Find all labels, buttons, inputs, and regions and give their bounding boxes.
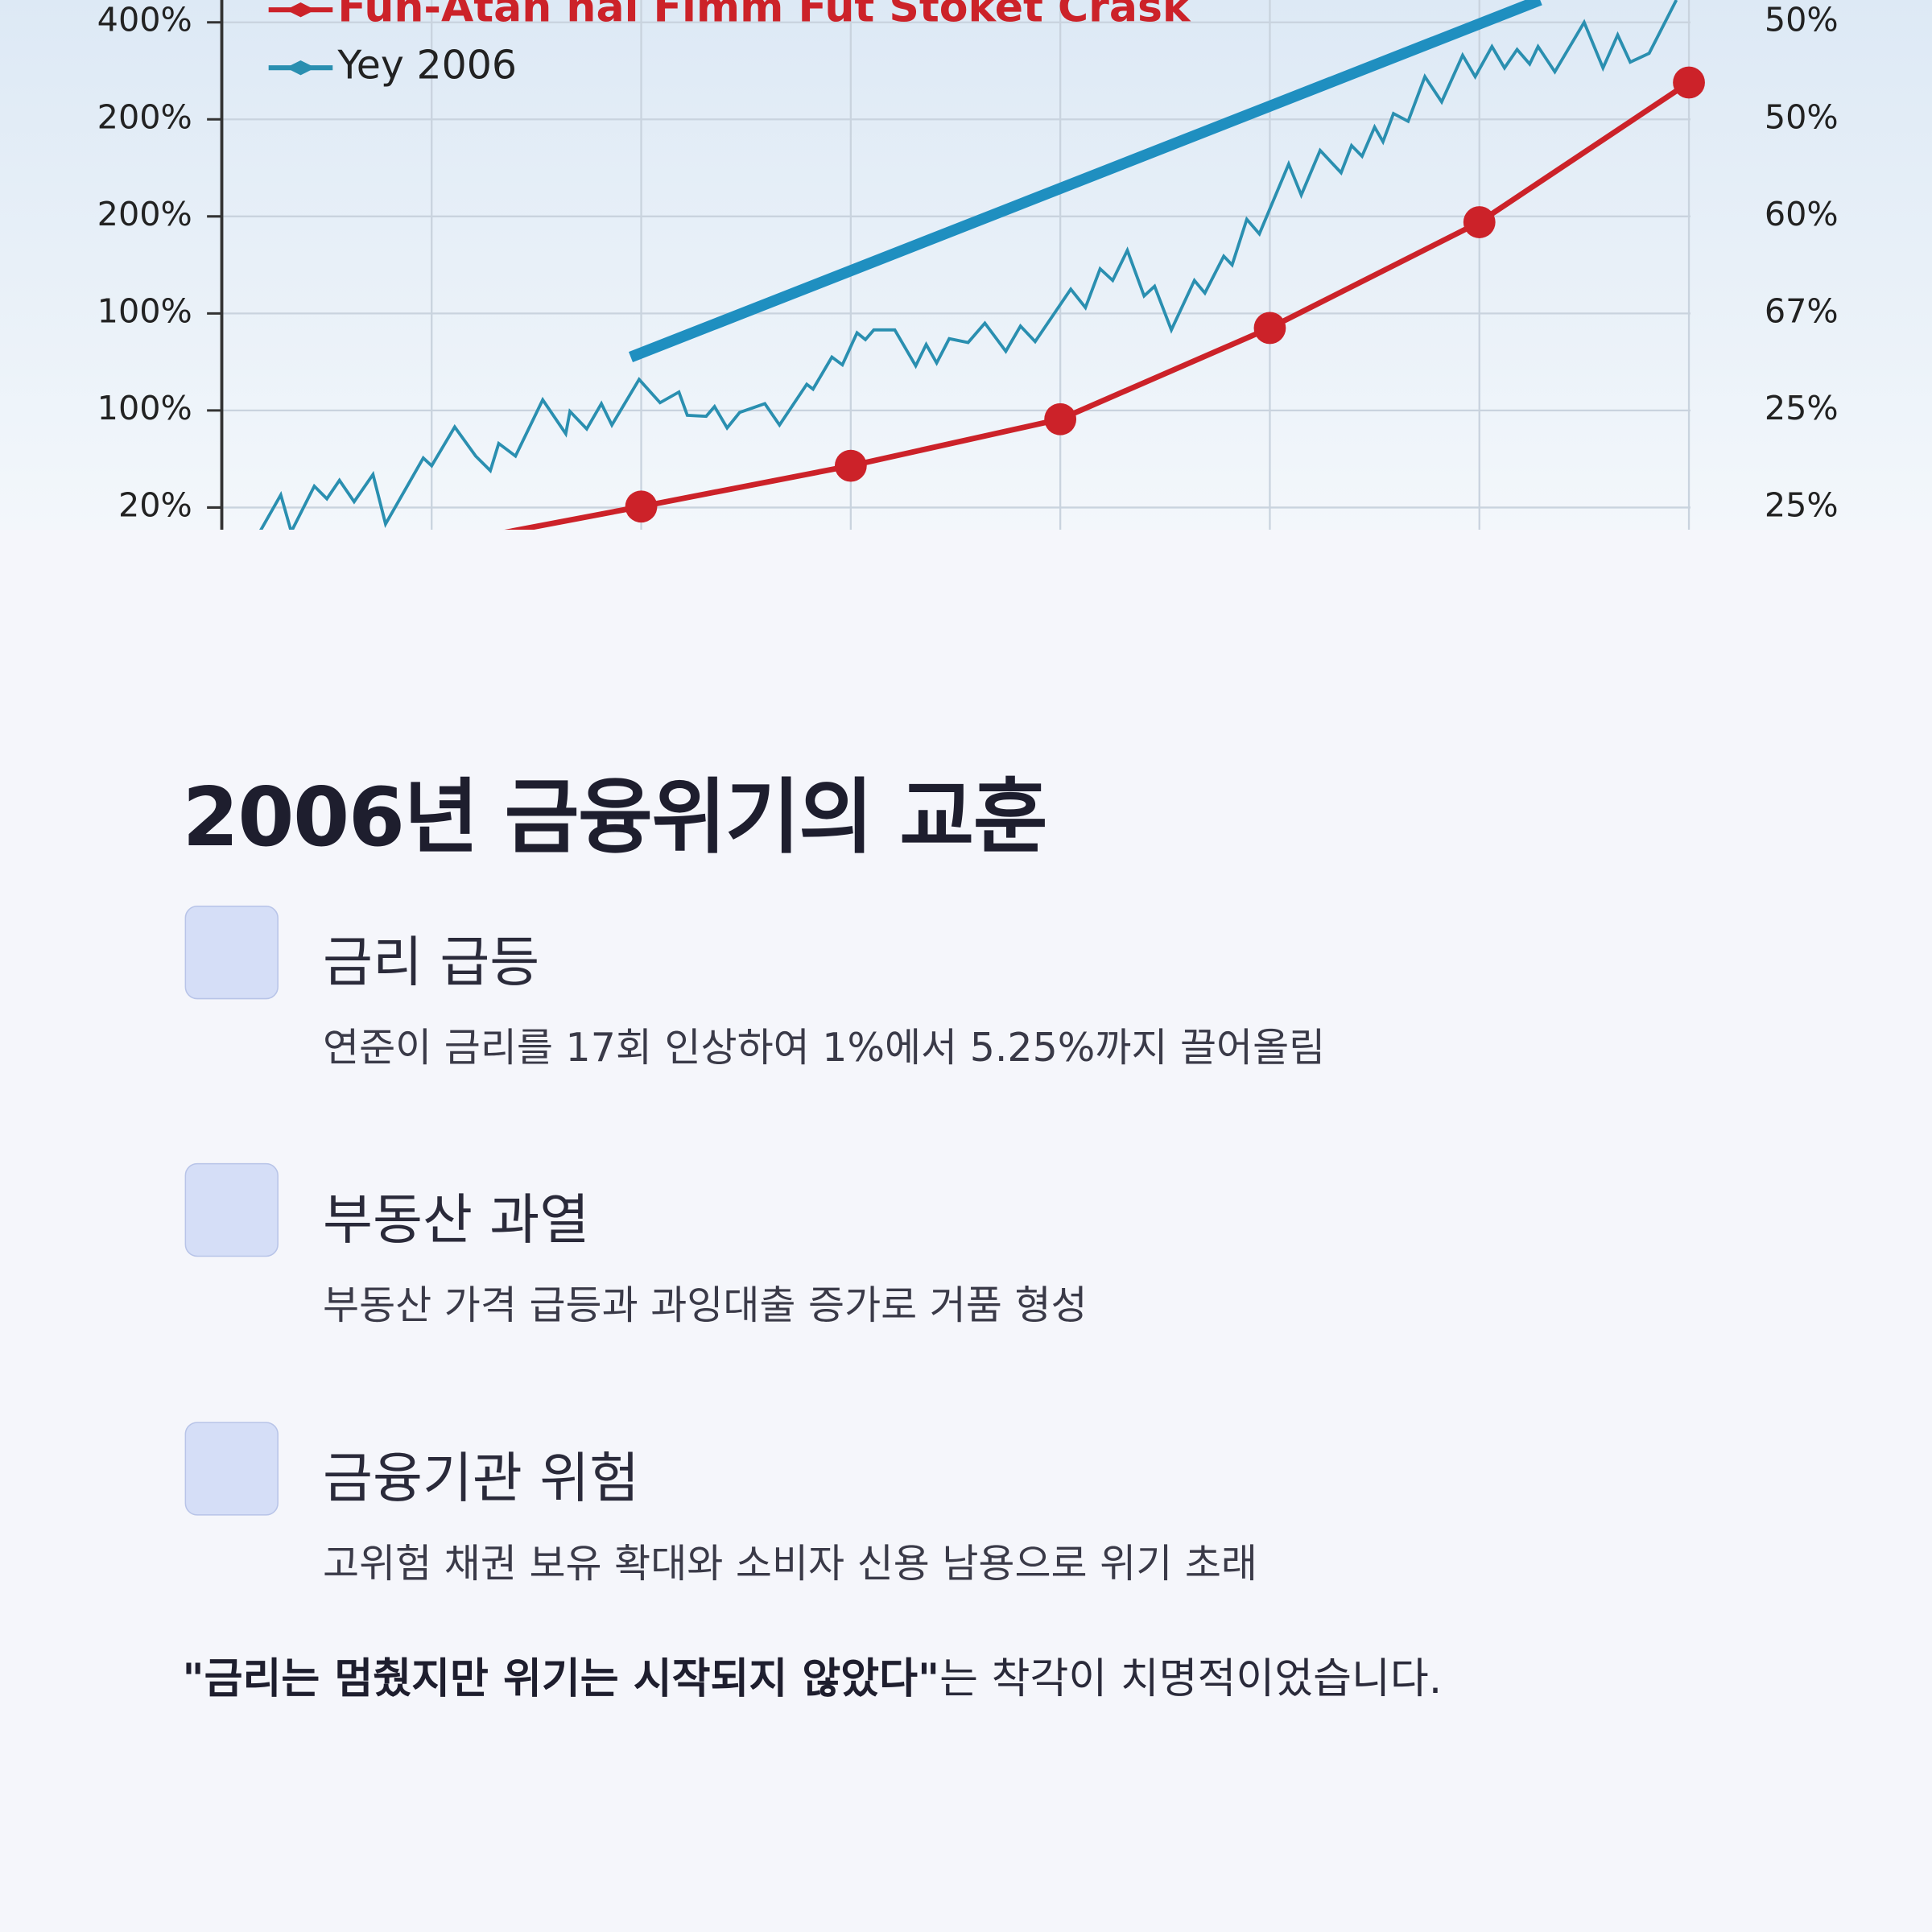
y-tick-label: 20%: [118, 485, 192, 524]
y-tick-label: 100%: [97, 389, 192, 427]
trend-line: [628, 0, 1542, 363]
chart-background: [0, 0, 1932, 530]
item-heading: 부동산 과열: [323, 1189, 590, 1253]
point-marker: [1044, 402, 1077, 436]
y-tick-label: 100%: [97, 291, 192, 330]
item-description: 부동산 가격 급등과 과잉대출 증가로 거품 형성: [323, 1281, 1088, 1328]
series-line: [258, 0, 1678, 530]
item-icon: [184, 1162, 279, 1257]
legend-label: Yey 2006: [336, 43, 517, 89]
y2-tick-label: 50%: [1765, 1, 1839, 39]
item-heading: 금융기관 위험: [323, 1447, 640, 1511]
conclusion-text: 는 착각이 치명적이었습니다.: [939, 1654, 1443, 1704]
legend: Fun-Atan hal Fimm Fut Stoket Crask Yey 20…: [268, 0, 1191, 89]
slide-title: 2006년 금융위기의 교훈: [182, 770, 1048, 865]
item-description: 고위험 채권 보유 확대와 소비자 신용 남용으로 위기 초래: [323, 1540, 1257, 1587]
lesson-item: 금융기관 위험 고위험 채권 보유 확대와 소비자 신용 남용으로 위기 초래: [184, 1422, 1787, 1607]
y2-tick-label: 50%: [1765, 97, 1839, 136]
point-marker: [1253, 312, 1286, 345]
y-tick-label: 200%: [97, 195, 192, 233]
point-marker: [834, 449, 867, 482]
conclusion-emphasis: "금리는 멈췄지만 위기는 시작되지 않았다": [182, 1654, 940, 1704]
legend-label: Fun-Atan hal Fimm Fut Stoket Crask: [337, 0, 1191, 31]
item-heading: 금리 급등: [323, 931, 540, 995]
plot-area: [207, 0, 1705, 530]
point-marker: [1463, 206, 1496, 238]
y2-tick-label: 67%: [1765, 291, 1839, 330]
point-marker: [625, 490, 658, 523]
item-description: 연준이 금리를 17회 인상하여 1%에서 5.25%까지 끌어올림: [323, 1023, 1326, 1071]
y-tick-label: 400%: [97, 1, 192, 39]
item-icon: [184, 1422, 279, 1516]
lesson-item: 부동산 과열 부동산 가격 급등과 과잉대출 증가로 거품 형성: [184, 1162, 1787, 1348]
y2-tick-label: 25%: [1765, 485, 1839, 524]
point-marker: [1673, 66, 1705, 99]
lesson-item: 금리 급등 연준이 금리를 17회 인상하여 1%에서 5.25%까지 끌어올림: [184, 905, 1787, 1091]
conclusion: "금리는 멈췄지만 위기는 시작되지 않았다"는 착각이 치명적이었습니다.: [183, 1645, 1443, 1705]
y-tick-label: 200%: [97, 97, 192, 136]
item-icon: [184, 905, 279, 1000]
y2-tick-label: 60%: [1765, 195, 1839, 233]
y2-tick-label: 25%: [1765, 389, 1839, 427]
chart: 400% 200% 200% 100% 100% 20% 50% 50% 60% 67% 25% 25…: [0, 0, 1932, 530]
